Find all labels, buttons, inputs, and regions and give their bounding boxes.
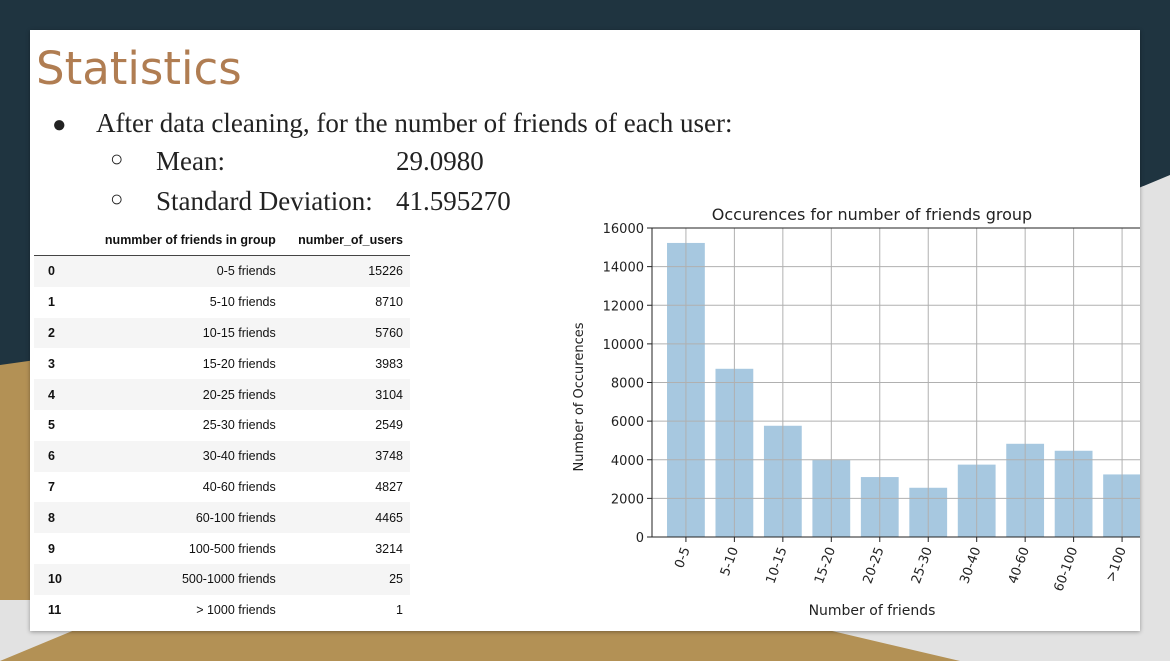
row-index: 4 bbox=[34, 379, 85, 410]
table-header: nummber of friends in group bbox=[85, 225, 283, 256]
group-cell: > 1000 friends bbox=[196, 603, 276, 618]
sub-bullet-marker: ○ bbox=[110, 146, 124, 171]
table-row: 5 25-30 friends 2549 bbox=[34, 410, 410, 441]
users-cell: 25 bbox=[282, 563, 410, 595]
group-cell: 5-10 friends bbox=[209, 295, 276, 310]
x-tick-label: 10-15 bbox=[764, 545, 791, 586]
group-cell: 15-20 friends bbox=[202, 356, 276, 371]
table-row: 4 20-25 friends 3104 bbox=[34, 379, 410, 410]
x-tick-label: 30-40 bbox=[957, 545, 984, 586]
bullet-marker: ● bbox=[52, 112, 67, 138]
row-index: 3 bbox=[48, 356, 55, 371]
friends-table: nummber of friends in group number_of_us… bbox=[34, 225, 410, 626]
plot-frame bbox=[651, 227, 1140, 538]
bar-chart: Occurences for number of friends group N… bbox=[572, 205, 1140, 619]
row-index: 5 bbox=[48, 418, 55, 433]
users-cell: 8710 bbox=[375, 295, 403, 310]
table-header bbox=[34, 225, 85, 256]
slide: Statistics ● After data cleaning, for the… bbox=[30, 30, 1140, 631]
users-cell: 3748 bbox=[282, 440, 410, 472]
group-cell: 40-60 friends bbox=[202, 479, 276, 494]
group-cell: 20-25 friends bbox=[85, 379, 283, 410]
std-value: 41.595270 bbox=[396, 186, 511, 216]
group-cell: 60-100 friends bbox=[85, 502, 283, 534]
std-label: Standard Deviation: bbox=[156, 186, 373, 216]
table-row: 2 10-15 friends 5760 bbox=[34, 317, 410, 349]
table-row: 10 500-1000 friends 25 bbox=[34, 563, 410, 595]
row-index: 10 bbox=[34, 563, 85, 595]
y-tick-label: 0 bbox=[636, 531, 644, 546]
chart-title: Occurences for number of friends group bbox=[712, 205, 1032, 224]
users-cell: 3983 bbox=[375, 356, 403, 371]
y-tick-label: 8000 bbox=[611, 377, 644, 392]
users-cell: 1 bbox=[396, 603, 403, 618]
x-tick-label: 40-60 bbox=[1006, 545, 1033, 586]
users-cell: 3104 bbox=[282, 379, 410, 410]
row-index: 1 bbox=[48, 295, 55, 310]
users-cell: 2549 bbox=[375, 418, 403, 433]
y-tick-label: 4000 bbox=[611, 454, 644, 469]
y-tick-label: 16000 bbox=[603, 222, 644, 237]
mean-label: Mean: bbox=[156, 146, 225, 176]
row-index: 0 bbox=[34, 255, 85, 287]
table-row: 3 15-20 friends 3983 bbox=[34, 348, 410, 379]
y-tick-label: 14000 bbox=[603, 261, 644, 276]
group-cell: 0-5 friends bbox=[85, 255, 283, 287]
mean-value: 29.0980 bbox=[396, 146, 484, 176]
x-axis-label: Number of friends bbox=[809, 603, 936, 619]
sub-bullet-marker: ○ bbox=[110, 186, 124, 211]
table-row: 7 40-60 friends 4827 bbox=[34, 472, 410, 503]
x-tick-label: 25-30 bbox=[909, 545, 936, 586]
x-tick-label: 20-25 bbox=[861, 545, 888, 586]
users-cell: 5760 bbox=[282, 317, 410, 349]
x-tick-label: >100 bbox=[1104, 545, 1130, 584]
table-row: 6 30-40 friends 3748 bbox=[34, 440, 410, 472]
table-row: 0 0-5 friends 15226 bbox=[34, 255, 410, 287]
group-cell: 100-500 friends bbox=[188, 541, 276, 556]
x-tick-label: 60-100 bbox=[1052, 545, 1082, 593]
y-tick-label: 6000 bbox=[611, 415, 644, 430]
users-cell: 4827 bbox=[375, 479, 403, 494]
row-index: 2 bbox=[34, 317, 85, 349]
row-index: 9 bbox=[48, 541, 55, 556]
table-row: 8 60-100 friends 4465 bbox=[34, 502, 410, 534]
table-row: 9 100-500 friends 3214 bbox=[34, 533, 410, 564]
users-cell: 3214 bbox=[375, 541, 403, 556]
row-index: 11 bbox=[48, 603, 62, 618]
row-index: 6 bbox=[34, 440, 85, 472]
table-row: 11 > 1000 friends 1 bbox=[34, 595, 410, 626]
bullet-item: ● After data cleaning, for the number of … bbox=[52, 108, 732, 139]
row-index: 8 bbox=[34, 502, 85, 534]
y-tick-label: 2000 bbox=[611, 492, 644, 507]
x-tick-label: 0-5 bbox=[672, 545, 693, 570]
slide-title: Statistics bbox=[36, 42, 242, 95]
table-header: number_of_users bbox=[282, 225, 410, 256]
group-cell: 25-30 friends bbox=[202, 418, 276, 433]
y-tick-label: 10000 bbox=[603, 338, 644, 353]
users-cell: 4465 bbox=[282, 502, 410, 534]
users-cell: 15226 bbox=[282, 255, 410, 287]
row-index: 7 bbox=[48, 479, 55, 494]
table-header-row: nummber of friends in group number_of_us… bbox=[34, 225, 410, 256]
table-row: 1 5-10 friends 8710 bbox=[34, 287, 410, 318]
x-tick-label: 5-10 bbox=[718, 545, 742, 578]
x-tick-label: 15-20 bbox=[812, 545, 839, 586]
group-cell: 10-15 friends bbox=[85, 317, 283, 349]
group-cell: 500-1000 friends bbox=[85, 563, 283, 595]
group-cell: 30-40 friends bbox=[85, 440, 283, 472]
bullet-text: After data cleaning, for the number of f… bbox=[96, 108, 733, 138]
y-axis-label: Number of Occurences bbox=[572, 322, 587, 471]
y-tick-label: 12000 bbox=[603, 299, 644, 314]
